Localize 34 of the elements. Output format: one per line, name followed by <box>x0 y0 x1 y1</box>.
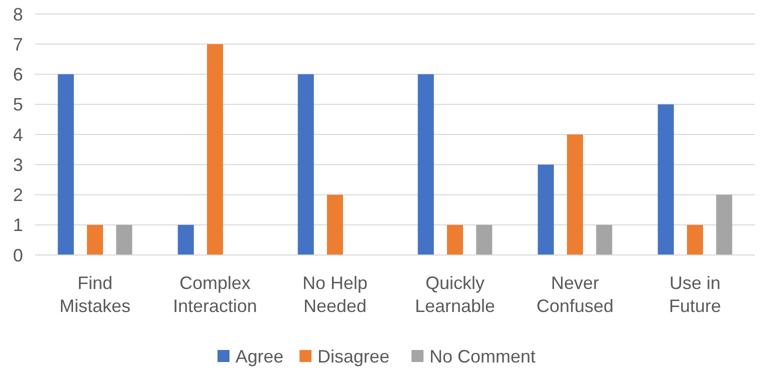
bar <box>206 44 224 255</box>
y-tick-label: 1 <box>12 215 23 236</box>
x-tick-label: Use in Future <box>668 273 722 316</box>
x-tick-label: Complex Interaction <box>172 273 258 316</box>
bar <box>116 224 132 255</box>
y-tick-label: 4 <box>12 124 23 145</box>
bar <box>566 134 584 255</box>
x-tick-label: No Help Needed <box>302 273 368 316</box>
y-tick-label: 0 <box>12 245 23 266</box>
legend-label: Disagree <box>318 346 390 366</box>
bar <box>476 224 492 255</box>
bar <box>538 164 554 255</box>
x-tick-label: Never Confused <box>536 273 614 316</box>
bar <box>446 224 464 255</box>
bar <box>596 224 612 255</box>
y-tick-label: 6 <box>12 64 23 85</box>
bar <box>58 74 74 255</box>
y-tick-label: 3 <box>12 154 23 175</box>
x-tick-label: Find Mistakes <box>59 273 131 316</box>
bar <box>326 194 344 255</box>
bar <box>658 104 674 255</box>
legend-label: Agree <box>236 346 284 366</box>
bar <box>86 224 104 255</box>
bar <box>298 74 314 255</box>
bar <box>418 74 434 255</box>
y-tick-label: 7 <box>12 34 23 54</box>
x-tick-label: Quickly Learnable <box>414 273 496 316</box>
bar <box>686 224 704 255</box>
legend-label: No Comment <box>430 346 536 366</box>
y-tick-label: 2 <box>12 185 23 206</box>
bar <box>716 194 732 255</box>
y-tick-label: 5 <box>12 94 23 115</box>
bar <box>178 224 194 255</box>
y-tick-label: 8 <box>12 4 23 24</box>
